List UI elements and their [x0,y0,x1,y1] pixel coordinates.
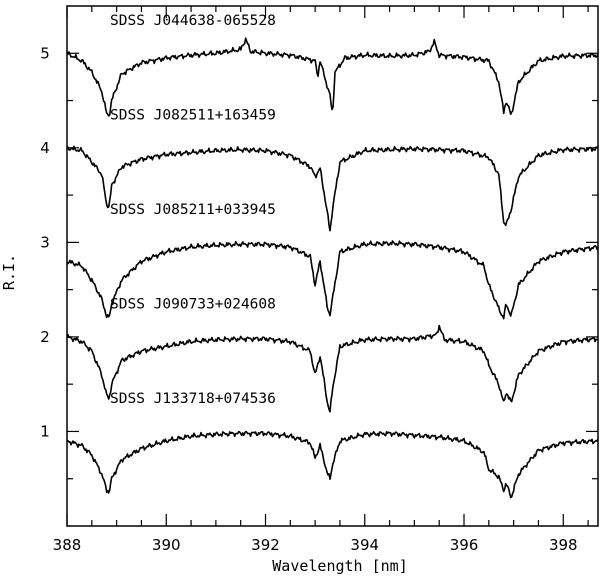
y-tick-label: 1 [40,422,50,440]
series-label: SDSS J133718+074536 [110,391,276,407]
y-tick-label: 2 [40,328,50,346]
plot-axes: 388 390 392 394 396 398 1 2 3 4 5 [40,5,599,554]
spectrum-line [66,324,599,413]
x-axis-title: Wavelength [nm] [272,557,407,575]
x-tick-label: 396 [450,536,479,554]
plot-frame [66,5,599,527]
spectrum-line [66,145,599,232]
spectrum-line [66,37,599,117]
series-label: SDSS J085211+033945 [110,202,276,218]
series-label: SDSS J082511+163459 [110,107,276,123]
spectrum-line [66,430,599,499]
series-labels: SDSS J044638-065528 SDSS J082511+163459 SD… [110,13,276,407]
spectra-series [66,37,599,499]
x-tick-label: 388 [53,536,82,554]
x-tick-label: 390 [152,536,181,554]
series-label: SDSS J090733+024608 [110,297,276,313]
y-tick-label: 5 [40,44,50,62]
series-label: SDSS J044638-065528 [110,13,276,29]
y-tick-label: 3 [40,233,50,251]
x-tick-label: 394 [350,536,379,554]
x-tick-label: 398 [549,536,578,554]
x-tick-label: 392 [251,536,280,554]
spectrum-line [66,240,599,320]
y-tick-label: 4 [40,139,50,157]
y-axis-title: R.I. [0,254,18,290]
